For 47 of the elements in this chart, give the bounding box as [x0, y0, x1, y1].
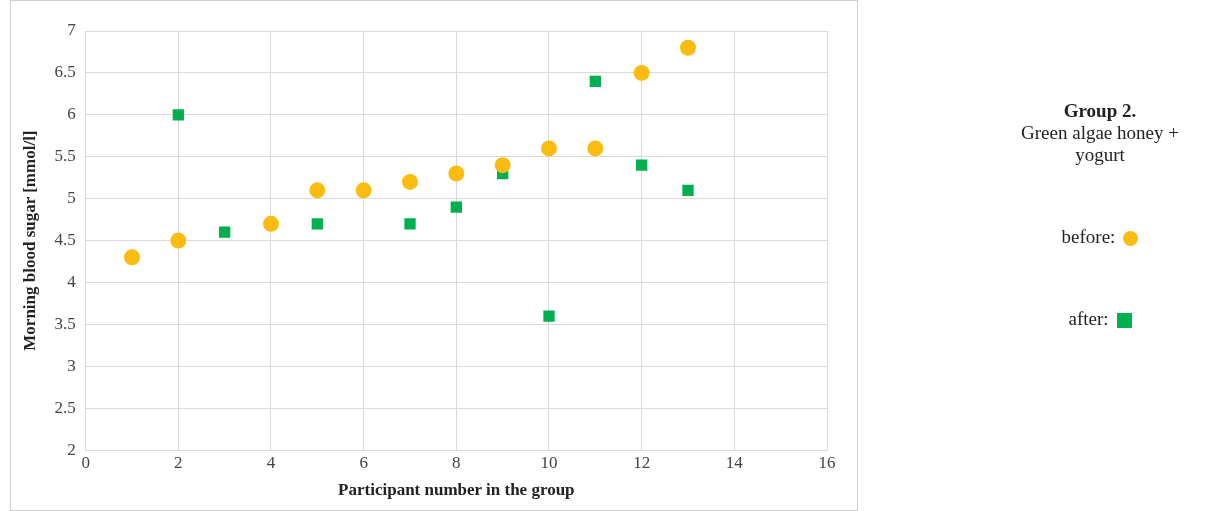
point: [172, 109, 184, 121]
point: [311, 218, 323, 230]
point: [494, 157, 511, 174]
x-tick-label: 6: [359, 452, 368, 472]
y-axis-title: Morning blood sugar [mmol/l]: [19, 130, 39, 351]
point: [309, 182, 326, 199]
legend-label: before:: [1061, 226, 1116, 247]
x-axis-title: Participant number in the group: [338, 480, 575, 500]
point: [589, 75, 601, 87]
y-tick-label: 6.5: [54, 62, 76, 82]
text: Group 2.: [1062, 100, 1138, 122]
x-tick-label: 14: [725, 452, 744, 472]
y-tick-label: 6: [67, 104, 76, 124]
point: [450, 201, 462, 213]
x-tick-label: 2: [174, 452, 183, 472]
point: [540, 140, 557, 157]
point: [543, 310, 555, 322]
x-tick-label: 4: [266, 452, 276, 472]
text: Green algae honey + yogurt: [1020, 122, 1180, 166]
point: [262, 215, 279, 232]
y-tick-label: 2: [67, 439, 76, 459]
point: [587, 140, 604, 157]
point: [680, 39, 696, 56]
point: [355, 182, 372, 199]
y-tick-label: 3.5: [54, 313, 76, 333]
x-tick-label: 10: [540, 452, 558, 472]
legend-label: after:: [1068, 308, 1109, 329]
point: [170, 232, 187, 249]
point: [404, 218, 416, 230]
point: [633, 64, 650, 81]
y-tick-label: 4.5: [54, 230, 76, 250]
y-tick-label: 5.5: [54, 146, 76, 166]
point: [682, 184, 694, 196]
y-tick-label: 5: [67, 188, 76, 208]
point: [123, 249, 140, 266]
point: [448, 165, 465, 182]
x-tick-label: 16: [818, 452, 836, 472]
y-tick-label: 7: [67, 20, 77, 40]
point: [219, 226, 231, 238]
point: [636, 159, 648, 171]
y-tick-label: 3: [67, 355, 76, 375]
x-tick-label: 0: [81, 452, 90, 472]
point: [401, 173, 418, 190]
x-tick-label: 8: [452, 452, 461, 472]
y-tick-label: 2.5: [54, 397, 76, 417]
y-tick-label: 4: [67, 271, 77, 291]
x-tick-label: 12: [633, 452, 651, 472]
